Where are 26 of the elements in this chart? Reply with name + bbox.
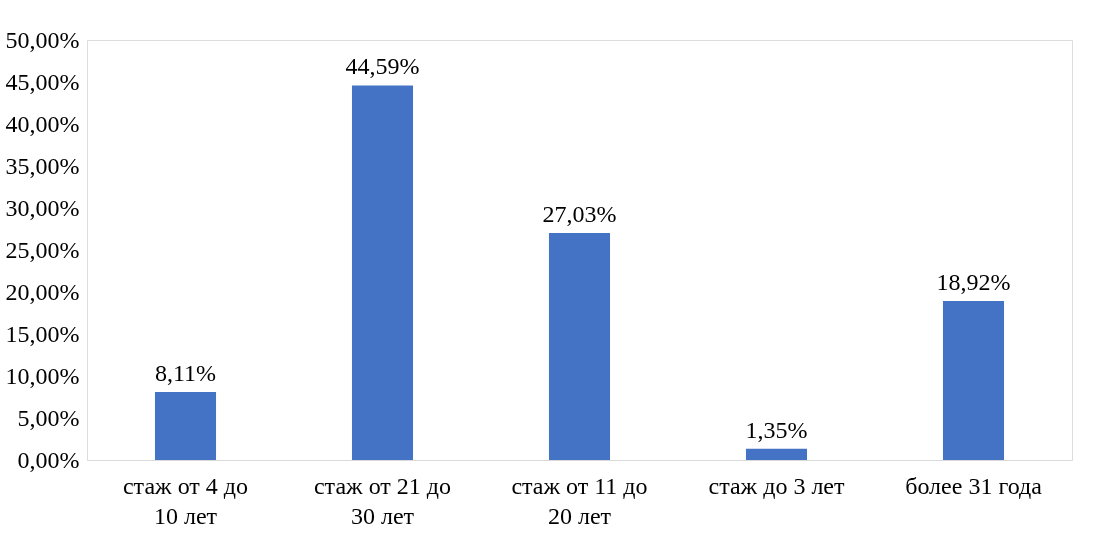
y-tick-label: 30,00% (5, 194, 80, 221)
y-tick-label: 40,00% (5, 110, 80, 137)
y-tick-label: 15,00% (5, 320, 80, 347)
y-tick-label: 25,00% (5, 236, 80, 263)
data-label: 8,11% (154, 359, 217, 386)
y-tick-label: 10,00% (5, 362, 80, 389)
x-tick-label: стаж до 3 лет (708, 472, 846, 499)
y-tick-label: 0,00% (17, 446, 80, 473)
data-label: 27,03% (542, 200, 617, 227)
bar (745, 448, 808, 460)
bar (942, 301, 1005, 460)
y-tick-label: 20,00% (5, 278, 80, 305)
data-label: 44,59% (345, 53, 420, 80)
data-label: 18,92% (936, 269, 1011, 296)
x-tick-label: стаж от 4 до 10 лет (122, 472, 249, 529)
data-label: 1,35% (745, 416, 808, 443)
y-tick-label: 45,00% (5, 68, 80, 95)
x-tick-label: стаж от 11 до 20 лет (511, 472, 648, 529)
x-tick-label: более 31 года (905, 472, 1043, 499)
bar (548, 232, 611, 460)
x-tick-label: стаж от 21 до 30 лет (313, 472, 452, 529)
y-tick-label: 5,00% (17, 404, 80, 431)
bar (351, 85, 414, 460)
y-tick-label: 35,00% (5, 152, 80, 179)
y-tick-label: 50,00% (5, 26, 80, 53)
bar (154, 391, 217, 460)
